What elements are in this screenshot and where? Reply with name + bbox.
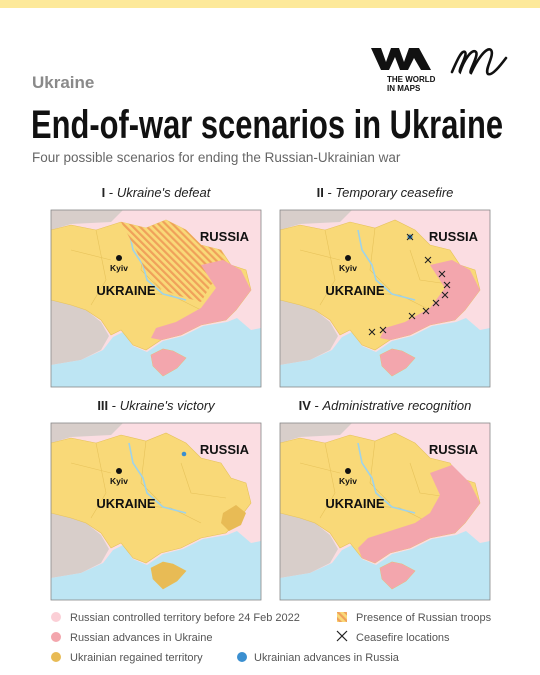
map-border [279, 422, 491, 601]
legend-label: Presence of Russian troops [356, 612, 492, 624]
legend: Russian controlled territory before 24 F… [51, 612, 492, 664]
panel-title: II - Temporary ceasefire [317, 185, 454, 200]
subtitle: Four possible scenarios for ending the R… [32, 150, 401, 165]
capital-label: Kyiv [339, 263, 357, 273]
legend-swatch [336, 630, 348, 642]
legend-label: Ukrainian advances in Russia [254, 652, 400, 664]
ukraine-label: UKRAINE [96, 496, 156, 511]
panel-numeral: III [97, 398, 108, 413]
capital-dot [116, 255, 122, 261]
legend-swatch [51, 612, 61, 622]
panel-separator: - [311, 398, 323, 413]
ukraine-label: UKRAINE [325, 283, 385, 298]
legend-label: Russian advances in Ukraine [70, 632, 212, 644]
logo: THE WORLD IN MAPS [371, 48, 508, 93]
map-panel: RUSSIA Kyiv UKRAINE [279, 209, 491, 388]
map-border [50, 209, 262, 388]
panel-title: IV - Administrative recognition [299, 398, 472, 413]
panel-name: Administrative recognition [322, 398, 472, 413]
top-strip [0, 0, 540, 8]
logo-text: IN MAPS [387, 84, 421, 93]
panel-name: Temporary ceasefire [335, 185, 453, 200]
panel-numeral: II [317, 185, 324, 200]
map-panel: RUSSIA Kyiv UKRAINE [50, 209, 262, 388]
title: End-of-war scenarios in Ukraine [31, 103, 503, 147]
capital-dot [345, 255, 351, 261]
panels: I - Ukraine's defeat RUSSIA Kyiv UKRAINE II … [50, 185, 491, 601]
map-panel: RUSSIA Kyiv UKRAINE [50, 422, 262, 601]
capital-label: Kyiv [110, 476, 128, 486]
panel-separator: - [105, 185, 117, 200]
legend-swatch [237, 652, 247, 662]
kicker: Ukraine [32, 73, 94, 92]
panel-separator: - [324, 185, 336, 200]
panel-numeral: IV [299, 398, 312, 413]
ukraine-label: UKRAINE [96, 283, 156, 298]
logo-text: THE WORLD [387, 75, 436, 84]
map-panel: RUSSIA Kyiv UKRAINE [279, 422, 491, 601]
panel-name: Ukraine's defeat [117, 185, 212, 200]
country-label: RUSSIA [429, 229, 479, 244]
capital-label: Kyiv [339, 476, 357, 486]
legend-label: Russian controlled territory before 24 F… [70, 612, 300, 624]
ukraine-label: UKRAINE [325, 496, 385, 511]
logo-script [450, 48, 508, 76]
panel-numeral: I [102, 185, 106, 200]
panel-title: III - Ukraine's victory [97, 398, 216, 413]
legend-swatch [51, 652, 61, 662]
legend-swatch [51, 632, 61, 642]
country-label: RUSSIA [200, 442, 250, 457]
legend-label: Ceasefire locations [356, 632, 450, 644]
country-label: RUSSIA [429, 442, 479, 457]
map-border [50, 422, 262, 601]
map-border [279, 209, 491, 388]
capital-dot [345, 468, 351, 474]
panel-title: I - Ukraine's defeat [102, 185, 212, 200]
legend-label: Ukrainian regained territory [70, 652, 203, 664]
legend-swatch [337, 612, 347, 622]
country-label: RUSSIA [200, 229, 250, 244]
capital-dot [116, 468, 122, 474]
logo-mark [371, 48, 431, 70]
capital-label: Kyiv [110, 263, 128, 273]
panel-separator: - [108, 398, 120, 413]
panel-name: Ukraine's victory [120, 398, 216, 413]
